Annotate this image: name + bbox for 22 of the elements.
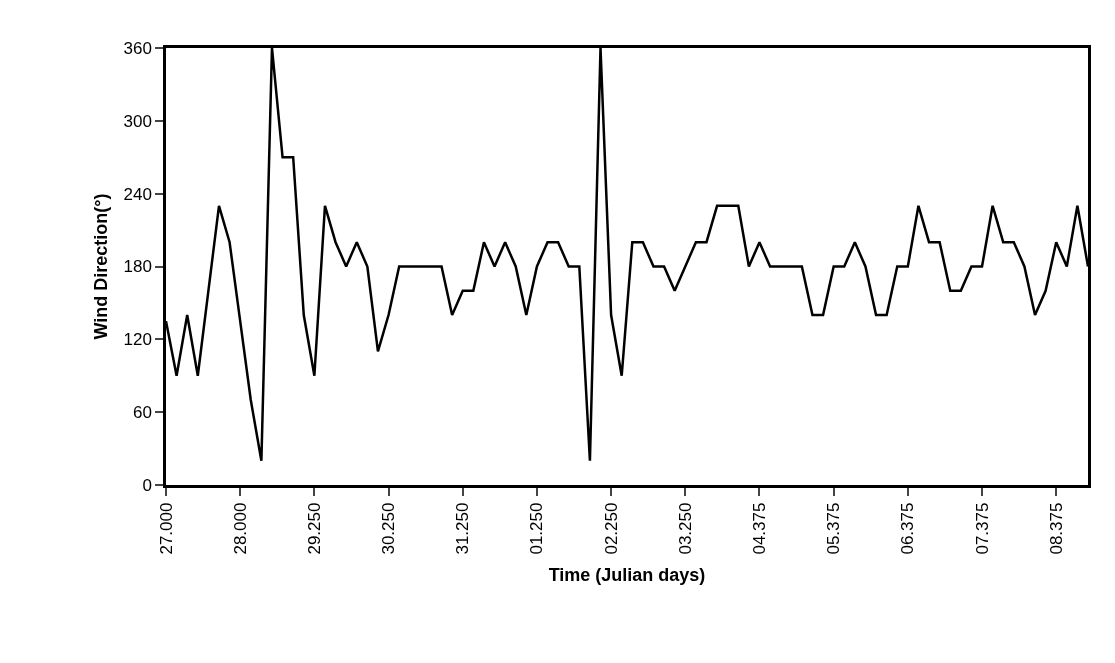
x-tick-label: 04.375	[749, 502, 769, 555]
x-tick-label: 02.250	[601, 502, 621, 555]
x-tick-label: 29.250	[304, 502, 324, 555]
x-tick-label: 08.375	[1046, 502, 1066, 555]
x-tick-label: 07.375	[972, 502, 992, 555]
x-tick-label: 31.250	[453, 502, 473, 555]
x-tick-label: 01.250	[527, 502, 547, 555]
y-tick-label: 60	[132, 403, 152, 423]
y-tick-label: 240	[123, 184, 152, 204]
x-tick-label: 28.000	[230, 502, 250, 555]
y-tick-label: 120	[123, 330, 152, 350]
y-tick-label: 300	[123, 111, 152, 131]
y-tick-label: 180	[123, 257, 152, 277]
x-tick-label: 27.000	[156, 502, 176, 555]
x-tick-label: 05.375	[824, 502, 844, 555]
x-tick-label: 30.250	[379, 502, 399, 555]
x-tick-label: 06.375	[898, 502, 918, 555]
y-axis-title: Wind Direction(°)	[90, 193, 111, 340]
x-tick-label: 03.250	[675, 502, 695, 555]
x-axis-title: Time (Julian days)	[548, 564, 706, 585]
y-tick-label: 360	[123, 38, 152, 58]
y-tick-label: 0	[142, 475, 152, 495]
